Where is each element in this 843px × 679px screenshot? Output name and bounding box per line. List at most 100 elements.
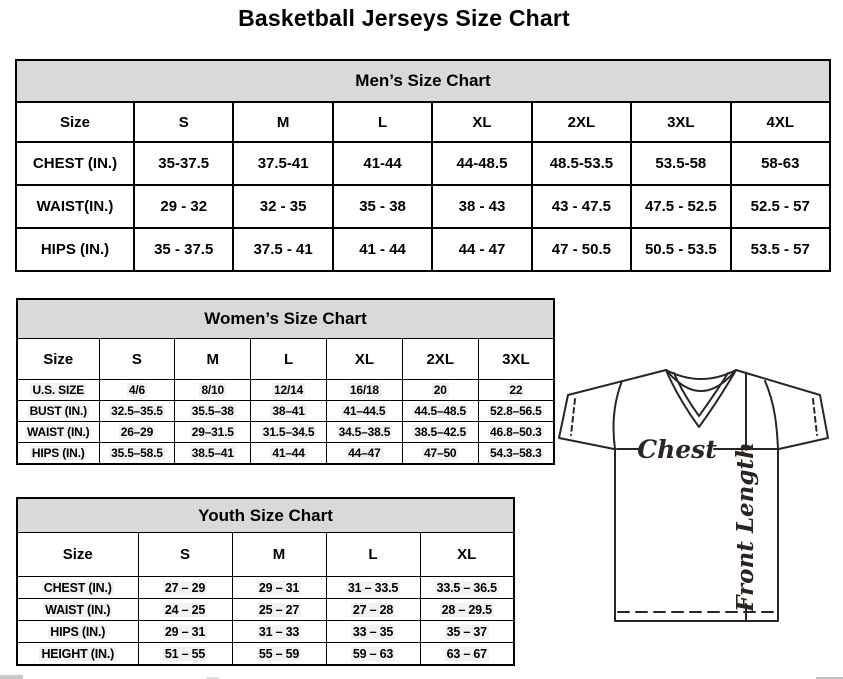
table-cell: 32 - 35 (232, 184, 334, 229)
table-cell: 12/14 (250, 379, 327, 401)
table-row: BUST (IN.) 32.5–35.5 35.5–38 38–41 41–44.5 44… (16, 400, 555, 422)
table-cell-text: 43 - 47.5 (551, 198, 611, 215)
column-header: Size (16, 338, 100, 380)
table-cell: 41 - 44 (331, 227, 434, 272)
men-size-table: Men’s Size Chart Size S M L XL 2XL 3XL 4XL CHEST … (15, 59, 831, 272)
table-cell: 44 - 47 (431, 227, 533, 272)
table-cell-text: 52.5 - 57 (750, 198, 810, 215)
table-cell-text: 26–29 (118, 425, 156, 439)
table-cell: 31.5–34.5 (250, 421, 327, 443)
table-cell: 41–44.5 (325, 400, 403, 422)
table-cell: 4/6 (98, 379, 176, 401)
table-cell-text: 27 – 28 (350, 602, 396, 617)
youth-size-table: Youth Size Chart Size S M L XL CHEST (IN.) 27 –… (16, 497, 516, 666)
jersey-left-shoulder (558, 369, 667, 450)
table-cell-text: 22 (507, 383, 525, 397)
table-cell: 41–44 (250, 442, 327, 465)
column-header: XL (431, 101, 533, 143)
table-cell-text: 33.5 – 36.5 (434, 580, 499, 595)
table-cell: 46.8–50.3 (477, 421, 555, 443)
jersey-left-sleeve-seam (612, 380, 623, 450)
table-cell: 33.5 – 36.5 (419, 576, 515, 599)
table-cell-text: 41–44.5 (341, 404, 388, 418)
row-label-text: HEIGHT (IN.) (39, 646, 117, 661)
table-row: CHEST (IN.) 27 – 29 29 – 31 31 – 33.5 33.5 –… (16, 576, 515, 599)
row-label: WAIST(IN.) (15, 184, 135, 229)
table-cell: 35-37.5 (132, 141, 235, 186)
table-cell-text: 8/10 (199, 383, 227, 397)
table-row: WAIST (IN.) 24 – 25 25 – 27 27 – 28 28 – 29.… (16, 598, 515, 621)
table-cell-text: 25 – 27 (256, 602, 302, 617)
table-cell-text: 33 – 35 (350, 624, 396, 639)
table-cell-text: 29 – 31 (162, 624, 208, 639)
row-label: WAIST (IN.) (16, 598, 139, 621)
table-cell: 31 – 33 (231, 620, 327, 643)
table-cell: 48.5-53.5 (530, 141, 633, 186)
table-cell-text: 59 – 63 (350, 646, 396, 661)
table-cell-text: 51 – 55 (162, 646, 208, 661)
row-label: HIPS (IN.) (16, 620, 139, 643)
table-cell: 53.5-58 (630, 141, 732, 186)
table-cell: 35 – 37 (419, 620, 515, 643)
table-cell: 35.5–38 (174, 400, 252, 422)
table-cell-text: 32.5–35.5 (109, 404, 165, 418)
jersey-right-shoulder (735, 369, 829, 450)
bottom-edge-fragment-right (816, 677, 843, 679)
table-cell: 24 – 25 (137, 598, 233, 621)
column-header: L (331, 101, 434, 143)
table-cell: 22 (477, 379, 555, 401)
table-cell-text: 53.5-58 (655, 155, 707, 172)
table-cell: 20 (401, 379, 479, 401)
jersey-collar-v-inner (673, 372, 729, 417)
row-label-text: WAIST(IN.) (36, 198, 114, 215)
column-header: S (137, 532, 233, 577)
table-cell: 29–31.5 (174, 421, 252, 443)
column-header: XL (325, 338, 403, 380)
table-cell: 47–50 (401, 442, 479, 465)
column-header: 2XL (530, 101, 633, 143)
table-cell: 38–41 (250, 400, 327, 422)
column-header: M (174, 338, 252, 380)
table-cell-text: 24 – 25 (162, 602, 208, 617)
table-cell-text: 44.5–48.5 (412, 404, 469, 418)
table-cell: 53.5 - 57 (729, 227, 831, 272)
table-cell: 16/18 (325, 379, 403, 401)
table-cell: 35 - 37.5 (132, 227, 235, 272)
table-cell-text: 31 – 33 (256, 624, 302, 639)
table-cell-text: 44 - 47 (458, 241, 506, 258)
front-length-label: Front Length (732, 442, 759, 613)
table-cell-text: 47.5 - 52.5 (644, 198, 717, 215)
table-cell: 35.5–58.5 (98, 442, 176, 465)
table-cell-text: 44-48.5 (456, 155, 508, 172)
table-cell: 50.5 - 53.5 (630, 227, 732, 272)
table-cell: 55 – 59 (231, 642, 327, 666)
table-cell-text: 35 - 37.5 (154, 241, 214, 258)
row-label-text: WAIST (IN.) (25, 425, 92, 439)
table-cell-text: 35 – 37 (444, 624, 489, 639)
row-label-text: BUST (IN.) (27, 404, 89, 418)
table-cell: 38 - 43 (431, 184, 533, 229)
table-cell: 35 - 38 (331, 184, 434, 229)
column-header: 4XL (729, 101, 831, 143)
table-cell-text: 12/14 (272, 383, 306, 397)
table-cell-text: 47 - 50.5 (551, 241, 611, 258)
table-cell-text: 16/18 (347, 383, 381, 397)
table-cell-text: 34.5–38.5 (336, 425, 393, 439)
table-cell-text: 27 – 29 (162, 580, 208, 595)
table-cell-text: 53.5 - 57 (750, 241, 810, 258)
table-cell: 52.5 - 57 (729, 184, 831, 229)
column-header: S (98, 338, 176, 380)
women-size-table: Women’s Size Chart Size S M L XL 2XL 3XL U.S. SI… (16, 298, 556, 465)
table-cell-text: 29–31.5 (189, 425, 236, 439)
table-cell: 29 – 31 (137, 620, 233, 643)
women-table-title: Women’s Size Chart (16, 298, 555, 339)
jersey-collar-v-outer (665, 369, 737, 428)
table-cell: 54.3–58.3 (477, 442, 555, 465)
table-row: HIPS (IN.) 35 - 37.5 37.5 - 41 41 - 44 44 - … (15, 227, 831, 272)
column-header: M (232, 101, 334, 143)
table-cell: 58-63 (729, 141, 831, 186)
table-cell: 63 – 67 (419, 642, 515, 666)
table-cell: 26–29 (98, 421, 176, 443)
row-label-text: HIPS (IN.) (40, 241, 110, 258)
